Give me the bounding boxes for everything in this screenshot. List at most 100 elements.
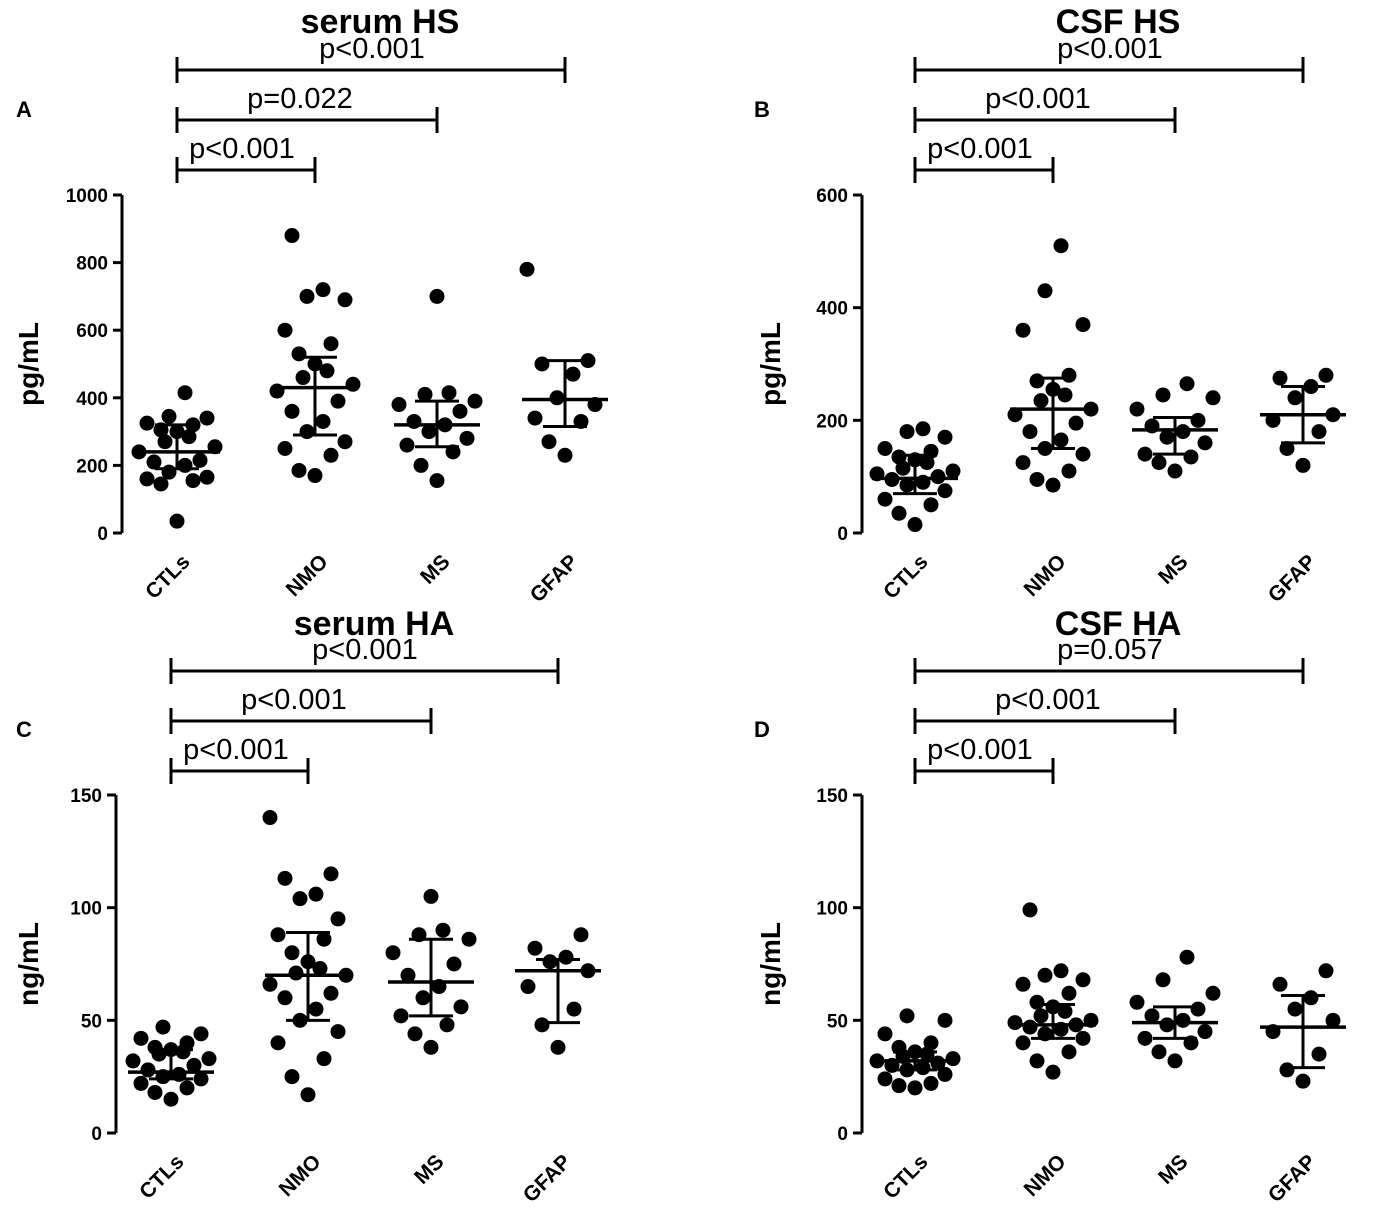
data-point <box>1279 1062 1295 1078</box>
data-point <box>413 457 429 473</box>
data-point <box>192 452 208 468</box>
data-point <box>262 976 278 992</box>
y-tick-label: 1000 <box>66 186 108 207</box>
data-point <box>877 491 893 507</box>
data-point <box>1075 317 1091 333</box>
series-ms <box>1129 949 1221 1069</box>
data-point <box>1159 429 1175 445</box>
data-point <box>580 353 596 369</box>
data-point <box>1318 367 1334 383</box>
data-point <box>527 410 543 426</box>
series-gfap <box>515 927 601 1055</box>
data-point <box>1190 412 1206 428</box>
data-point <box>1029 1053 1045 1069</box>
x-tick-label: NMO <box>282 550 333 601</box>
data-point <box>179 1035 195 1051</box>
data-point <box>270 1035 286 1051</box>
x-tick-label: MS <box>1154 550 1193 589</box>
panel-letter: C <box>16 717 32 742</box>
data-point <box>169 513 185 529</box>
p-value-label: p<0.001 <box>312 634 418 666</box>
data-point <box>923 1075 939 1091</box>
data-point <box>566 1001 582 1017</box>
data-point <box>316 931 332 947</box>
data-point <box>1318 963 1334 979</box>
y-axis-label: pg/mL <box>755 322 786 406</box>
data-point <box>1022 1019 1038 1035</box>
data-point <box>291 462 307 478</box>
x-tick-label: NMO <box>1020 1150 1071 1201</box>
series-gfap <box>1260 963 1346 1089</box>
data-point <box>146 454 162 470</box>
y-tick-label: 50 <box>81 1011 102 1032</box>
series-ms <box>385 888 477 1055</box>
significance-bracket: p=0.022 <box>175 83 439 133</box>
x-tick-label: GFAP <box>519 1150 576 1207</box>
p-value-label: p<0.001 <box>927 133 1033 165</box>
significance-bracket: p<0.001 <box>169 684 433 734</box>
data-point <box>1155 387 1171 403</box>
chart-title: CSF HS <box>1056 3 1181 41</box>
data-point <box>308 1001 324 1017</box>
y-tick-label: 600 <box>816 186 848 207</box>
data-point <box>1190 1001 1206 1017</box>
data-point <box>1053 963 1069 979</box>
data-point <box>452 403 468 419</box>
chart-title: serum HA <box>294 605 455 643</box>
data-point <box>393 1008 409 1024</box>
data-point <box>193 1026 209 1042</box>
data-point <box>899 477 915 493</box>
data-point <box>895 460 911 476</box>
data-point <box>186 1057 202 1073</box>
significance-bracket: p<0.001 <box>175 133 317 183</box>
data-point <box>315 282 331 298</box>
p-value-label: p=0.022 <box>247 83 353 115</box>
data-point <box>1015 976 1031 992</box>
x-tick-label: MS <box>410 1150 449 1189</box>
data-point <box>1022 902 1038 918</box>
data-point <box>161 464 177 480</box>
data-point <box>1197 1024 1213 1040</box>
data-point <box>1007 1015 1023 1031</box>
panel-b: CSF HS B 0 200 400 600 pg/mL CTLs NMO MS GFAP p<0.0… <box>754 3 1346 607</box>
data-point <box>1057 387 1073 403</box>
y-axis-label: pg/mL <box>13 322 44 406</box>
data-point <box>937 483 953 499</box>
data-point <box>315 413 331 429</box>
data-point <box>453 999 469 1015</box>
y-axis-label: ng/mL <box>755 922 786 1006</box>
series-ctls <box>869 421 961 533</box>
data-point <box>923 497 939 513</box>
data-point <box>1061 985 1077 1001</box>
data-point <box>891 449 907 465</box>
chart-title: CSF HA <box>1055 605 1182 643</box>
data-point <box>155 1019 171 1035</box>
data-point <box>1205 985 1221 1001</box>
y-tick-label: 800 <box>76 254 108 275</box>
data-point <box>125 1053 141 1069</box>
y-tick-label: 150 <box>70 786 102 807</box>
data-point <box>1303 990 1319 1006</box>
data-point <box>877 1071 893 1087</box>
data-point <box>177 385 193 401</box>
data-point <box>429 473 445 489</box>
data-point <box>945 1051 961 1067</box>
series-gfap <box>1260 367 1346 473</box>
data-point <box>534 1017 550 1033</box>
series-nmo <box>262 810 354 1103</box>
data-point <box>407 1026 423 1042</box>
data-point <box>877 1026 893 1042</box>
data-point <box>277 441 293 456</box>
data-point <box>459 430 475 446</box>
data-point <box>415 990 431 1006</box>
data-point <box>323 447 339 463</box>
y-tick-label: 100 <box>70 899 102 920</box>
data-point <box>1279 441 1295 456</box>
data-point <box>550 1039 566 1055</box>
data-point <box>891 1078 907 1094</box>
data-point <box>467 393 483 409</box>
data-point <box>1033 393 1049 409</box>
data-point <box>312 961 328 977</box>
x-tick-label: NMO <box>275 1150 326 1201</box>
data-point <box>1061 1044 1077 1060</box>
